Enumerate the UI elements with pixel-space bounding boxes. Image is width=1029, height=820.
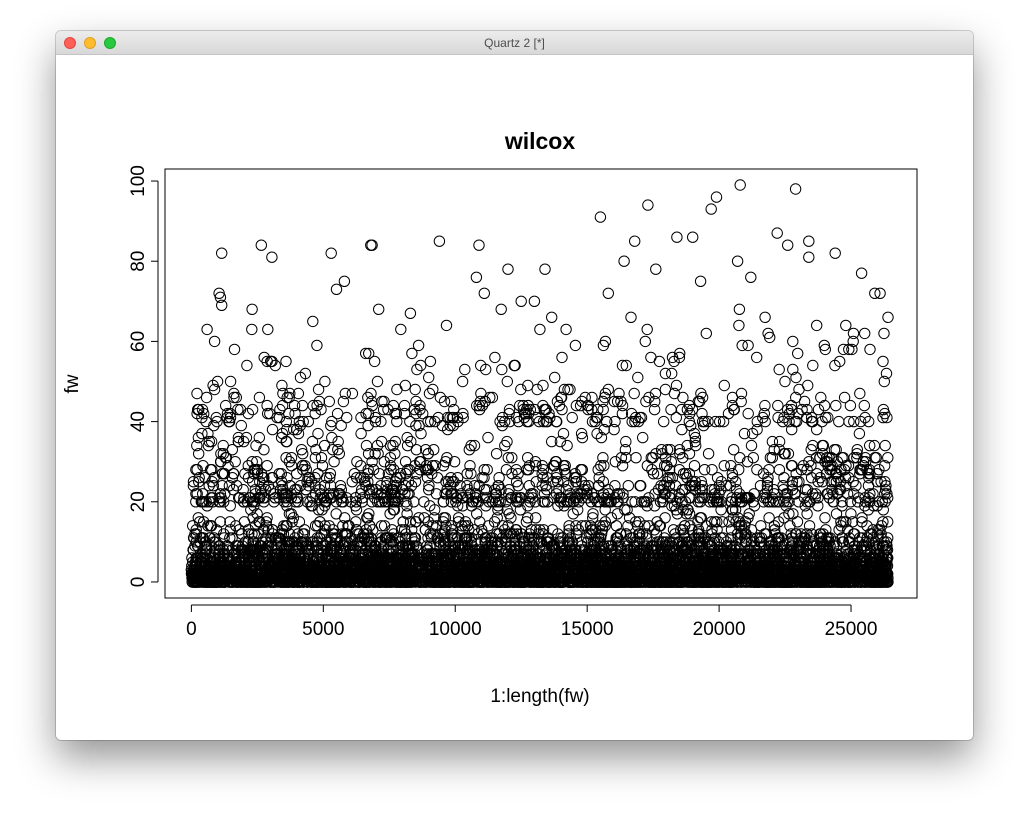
minimize-window-button[interactable] bbox=[84, 37, 96, 49]
zoom-window-button[interactable] bbox=[104, 37, 116, 49]
title-bar[interactable]: Quartz 2 [*] bbox=[56, 31, 973, 55]
window-title: Quartz 2 [*] bbox=[484, 36, 545, 50]
chart-title: wilcox bbox=[504, 128, 576, 154]
data-point bbox=[459, 516, 472, 528]
scatter-chart: wilcox 0 5000 10000 15000 20000 25000 0204060… bbox=[62, 128, 918, 707]
data-point bbox=[457, 500, 469, 512]
quartz-window: Quartz 2 [*] wilcox 0 5000 10000 15000 20000… bbox=[56, 31, 973, 740]
plot-area: wilcox 0 5000 10000 15000 20000 25000 0 20 40 60… bbox=[56, 54, 973, 740]
close-window-button[interactable] bbox=[64, 37, 76, 49]
data-point bbox=[819, 512, 831, 524]
data-point bbox=[309, 520, 322, 532]
data-point bbox=[567, 508, 579, 520]
data-point bbox=[330, 508, 342, 520]
data-points bbox=[185, 179, 894, 588]
